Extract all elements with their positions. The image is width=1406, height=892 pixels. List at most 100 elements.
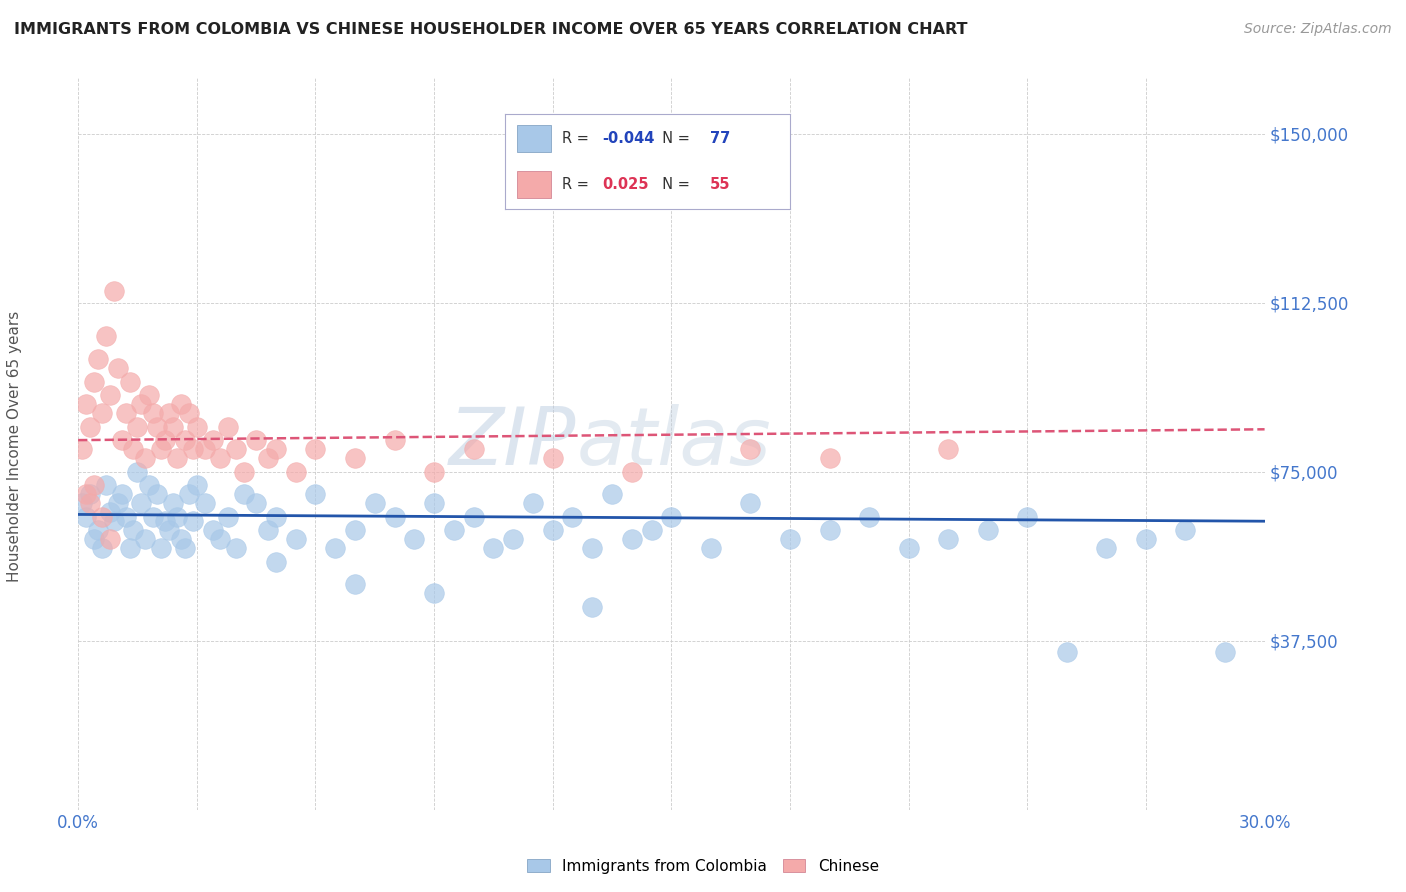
Point bbox=[138, 478, 160, 492]
Point bbox=[502, 533, 524, 547]
Point bbox=[423, 496, 446, 510]
Point bbox=[127, 419, 149, 434]
Point bbox=[170, 397, 193, 411]
Point bbox=[700, 541, 723, 556]
Point bbox=[122, 523, 145, 537]
Legend: Immigrants from Colombia, Chinese: Immigrants from Colombia, Chinese bbox=[522, 853, 884, 880]
Point bbox=[94, 329, 117, 343]
Point bbox=[127, 465, 149, 479]
Point bbox=[134, 533, 156, 547]
Text: ZIP: ZIP bbox=[449, 404, 576, 483]
Point bbox=[90, 541, 112, 556]
Point bbox=[75, 509, 97, 524]
Point bbox=[146, 419, 169, 434]
Point bbox=[343, 523, 366, 537]
Point bbox=[142, 406, 165, 420]
Text: IMMIGRANTS FROM COLOMBIA VS CHINESE HOUSEHOLDER INCOME OVER 65 YEARS CORRELATION: IMMIGRANTS FROM COLOMBIA VS CHINESE HOUS… bbox=[14, 22, 967, 37]
Point bbox=[858, 509, 880, 524]
Point bbox=[201, 433, 224, 447]
Point bbox=[541, 523, 564, 537]
Point bbox=[138, 388, 160, 402]
Point bbox=[384, 433, 406, 447]
Point bbox=[217, 419, 239, 434]
Point bbox=[157, 406, 180, 420]
Point bbox=[225, 541, 247, 556]
Point bbox=[83, 375, 105, 389]
Text: Source: ZipAtlas.com: Source: ZipAtlas.com bbox=[1244, 22, 1392, 37]
Point bbox=[423, 586, 446, 600]
Point bbox=[114, 509, 136, 524]
Point bbox=[94, 478, 117, 492]
Point bbox=[70, 496, 93, 510]
Point bbox=[153, 433, 176, 447]
Point bbox=[245, 433, 267, 447]
Point bbox=[177, 406, 200, 420]
Point bbox=[779, 533, 801, 547]
Text: atlas: atlas bbox=[576, 404, 770, 483]
Point bbox=[83, 533, 105, 547]
Point bbox=[194, 496, 217, 510]
Point bbox=[186, 478, 208, 492]
Point bbox=[181, 442, 204, 456]
Point bbox=[150, 541, 173, 556]
Point bbox=[233, 465, 256, 479]
Point bbox=[111, 433, 134, 447]
Point bbox=[98, 505, 121, 519]
Point bbox=[146, 487, 169, 501]
Point bbox=[166, 451, 188, 466]
Point bbox=[364, 496, 387, 510]
Point bbox=[122, 442, 145, 456]
Point bbox=[1135, 533, 1157, 547]
Point bbox=[384, 509, 406, 524]
Point bbox=[620, 465, 643, 479]
Point bbox=[323, 541, 346, 556]
Point bbox=[98, 533, 121, 547]
Point bbox=[977, 523, 1000, 537]
Point bbox=[98, 388, 121, 402]
Point bbox=[142, 509, 165, 524]
Point bbox=[103, 285, 125, 299]
Point bbox=[118, 541, 141, 556]
Point bbox=[818, 523, 841, 537]
Point bbox=[90, 509, 112, 524]
Point bbox=[75, 487, 97, 501]
Point bbox=[443, 523, 465, 537]
Point bbox=[103, 514, 125, 528]
Point bbox=[107, 361, 129, 376]
Point bbox=[162, 419, 184, 434]
Point bbox=[157, 523, 180, 537]
Point bbox=[1174, 523, 1197, 537]
Point bbox=[209, 451, 232, 466]
Point bbox=[194, 442, 217, 456]
Point bbox=[131, 496, 153, 510]
Point bbox=[284, 465, 307, 479]
Point bbox=[177, 487, 200, 501]
Point bbox=[264, 555, 287, 569]
Point bbox=[897, 541, 920, 556]
Point bbox=[1017, 509, 1039, 524]
Point bbox=[134, 451, 156, 466]
Point bbox=[170, 533, 193, 547]
Point bbox=[404, 533, 426, 547]
Point bbox=[225, 442, 247, 456]
Point bbox=[90, 406, 112, 420]
Point bbox=[264, 509, 287, 524]
Point bbox=[463, 509, 485, 524]
Point bbox=[87, 523, 110, 537]
Point bbox=[75, 397, 97, 411]
Point bbox=[83, 478, 105, 492]
Text: Householder Income Over 65 years: Householder Income Over 65 years bbox=[7, 310, 21, 582]
Point bbox=[600, 487, 623, 501]
Point bbox=[620, 533, 643, 547]
Point bbox=[111, 487, 134, 501]
Point bbox=[186, 419, 208, 434]
Point bbox=[284, 533, 307, 547]
Point bbox=[153, 514, 176, 528]
Point bbox=[79, 496, 101, 510]
Point bbox=[181, 514, 204, 528]
Point bbox=[264, 442, 287, 456]
Point bbox=[561, 509, 583, 524]
Point bbox=[201, 523, 224, 537]
Point bbox=[70, 442, 93, 456]
Point bbox=[118, 375, 141, 389]
